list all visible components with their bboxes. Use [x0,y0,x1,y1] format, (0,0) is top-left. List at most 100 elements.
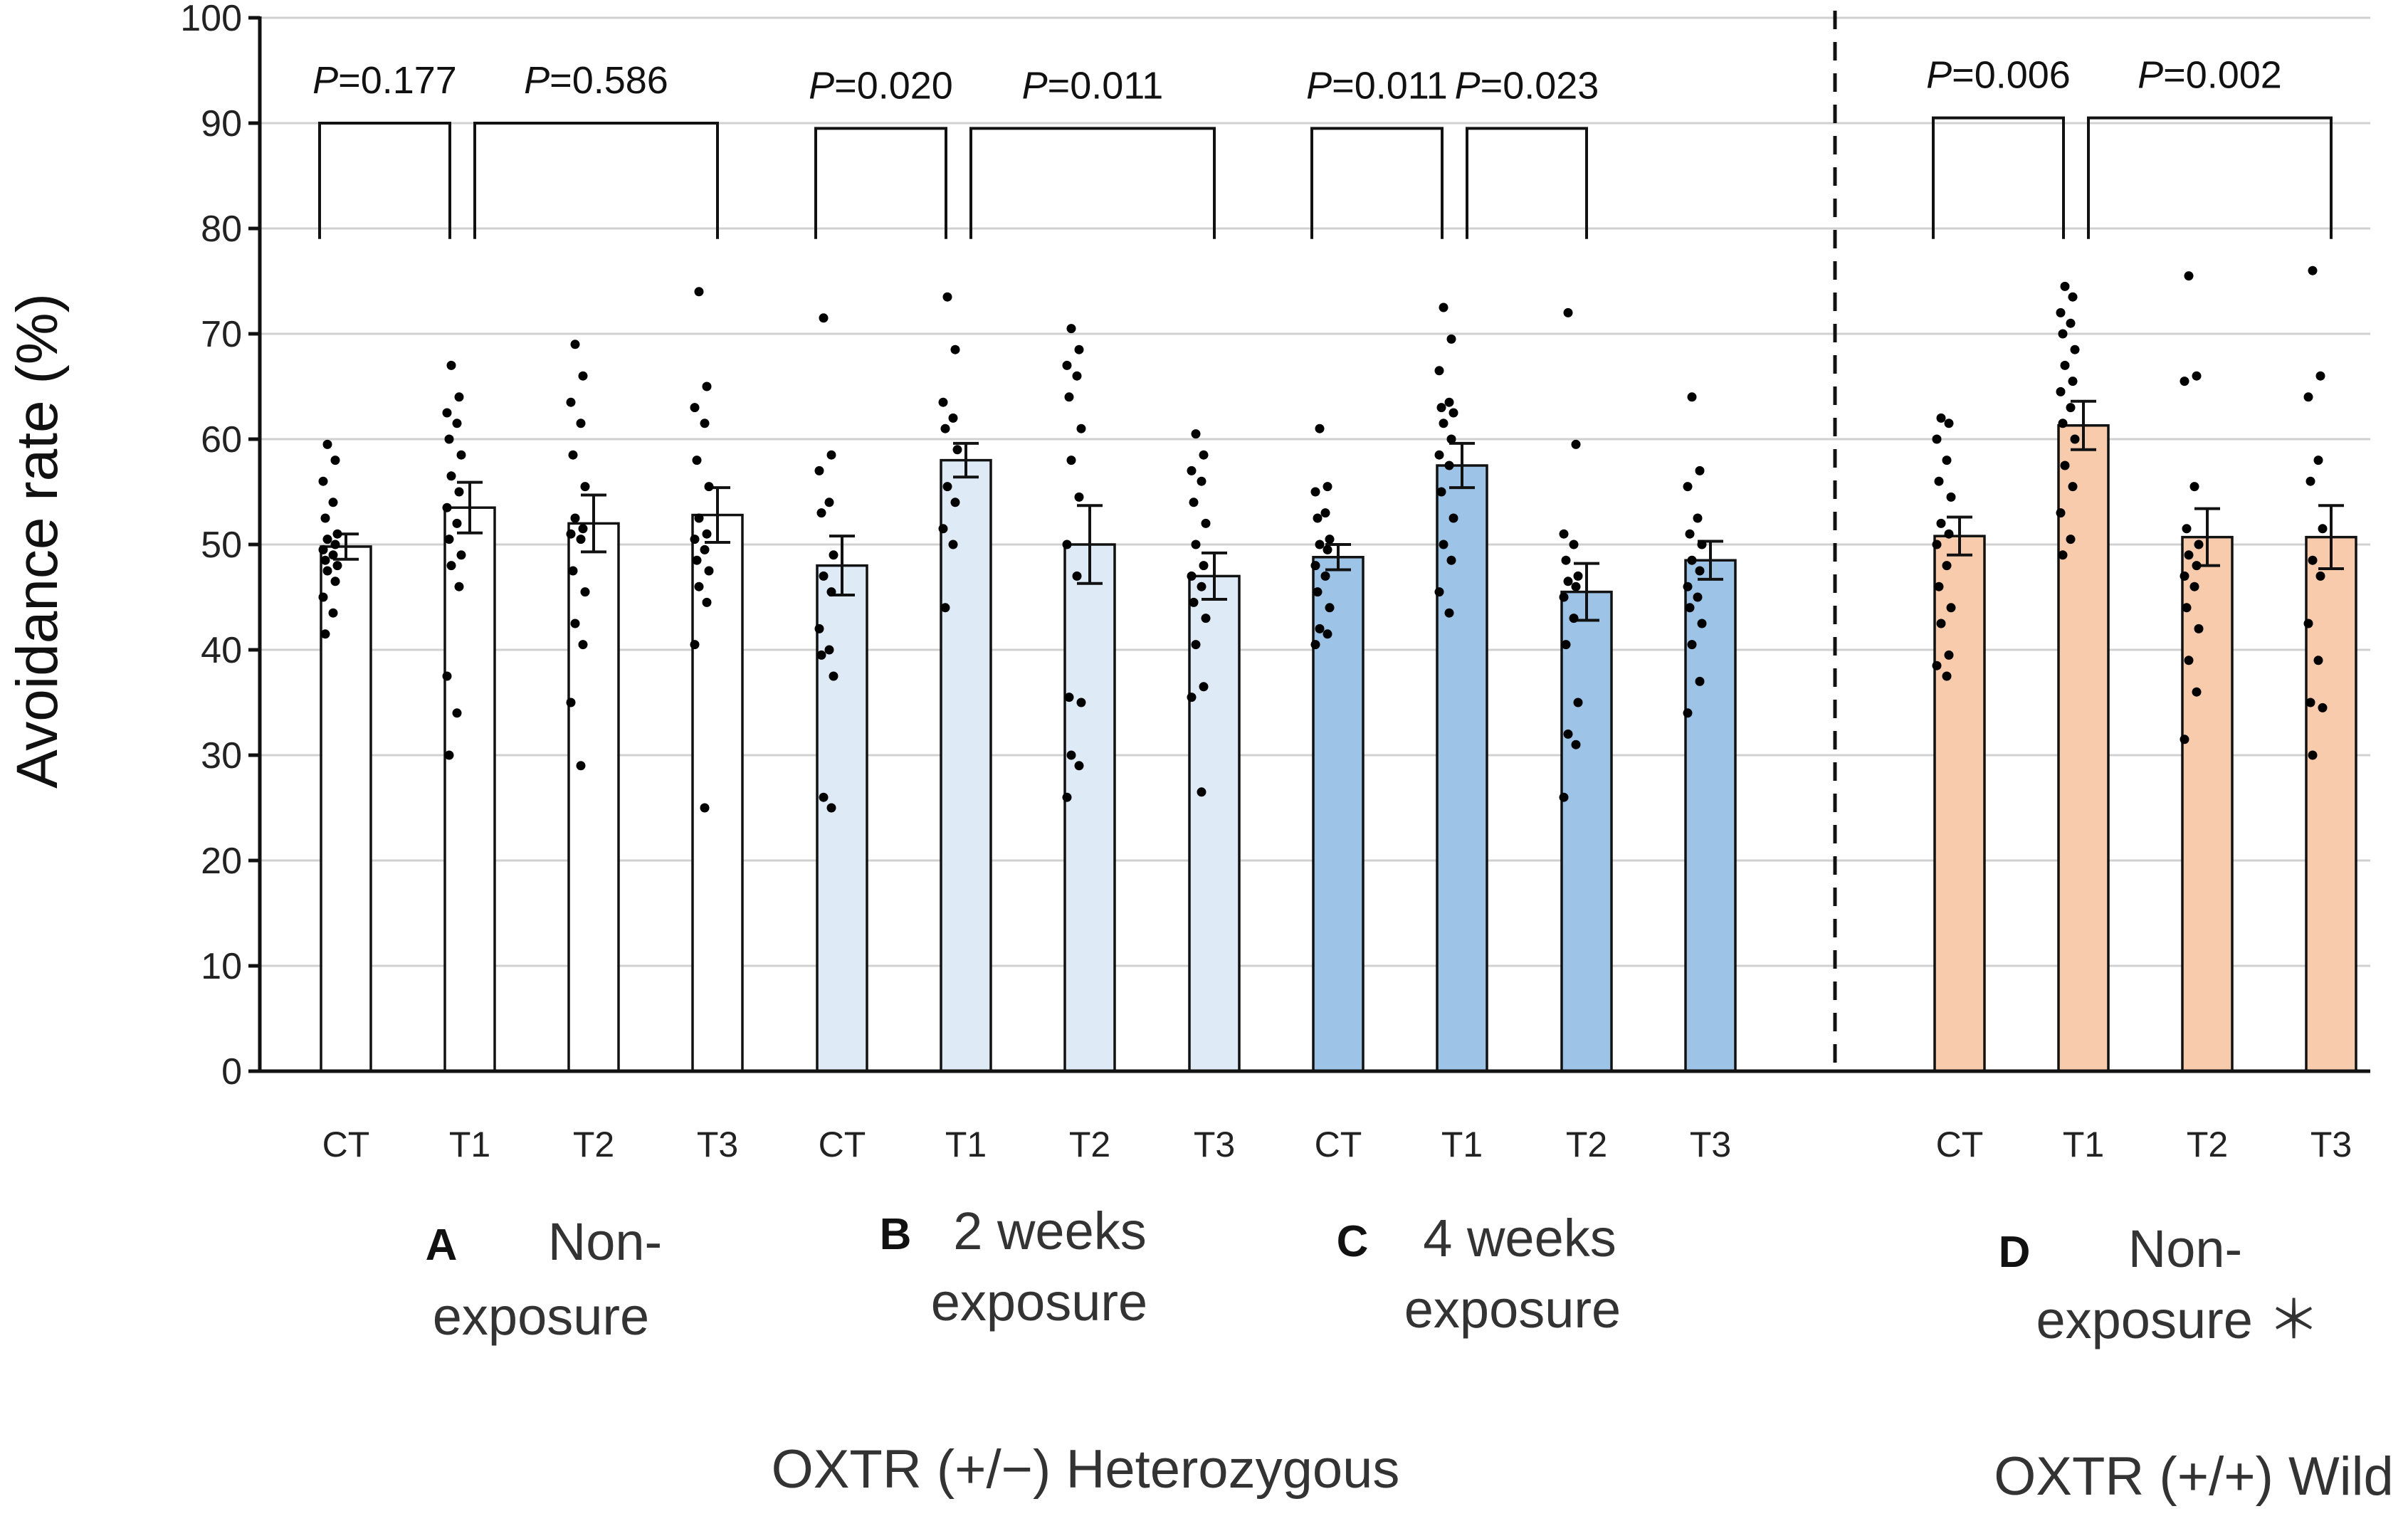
point-C-T2-2 [1559,529,1569,539]
point-D-T2-9 [2189,582,2199,591]
point-B-T2-11 [1076,698,1086,707]
point-D-T2-6 [2184,550,2194,560]
point-A-CT-3 [328,498,338,507]
x-label-D-T1: T1 [2063,1125,2104,1164]
point-B-T2-2 [1062,360,1072,370]
p-number: =0.020 [834,64,953,107]
point-A-T3-9 [700,544,710,554]
point-A-CT-8 [318,544,328,554]
point-A-T3-1 [702,382,712,391]
point-C-T3-9 [1693,592,1703,602]
point-A-CT-6 [322,535,332,544]
point-C-T2-4 [1561,555,1571,565]
group-letter-C: C [1337,1217,1369,1266]
point-B-T1-8 [938,524,948,534]
x-label-D-CT: CT [1936,1125,1984,1164]
bar-D-T2 [2181,535,2234,1073]
bar-B-T3 [1188,574,1241,1073]
point-B-T3-1 [1199,450,1209,460]
point-B-T3-0 [1191,429,1201,439]
point-C-CT-3 [1320,508,1330,518]
point-C-T2-11 [1573,698,1583,707]
point-A-T3-14 [690,640,700,650]
group-labels: A Non-exposure B 2 weeks exposure C 4 weeks exp… [426,1201,2320,1349]
point-B-T3-7 [1199,561,1209,571]
point-A-T3-5 [704,482,714,492]
point-B-T2-3 [1072,371,1082,381]
p-value-3: P=0.011 [1022,64,1164,107]
point-B-CT-13 [826,803,836,813]
point-B-T2-10 [1064,693,1074,703]
point-B-T2-6 [1066,456,1076,465]
bar-D-CT [1933,535,1986,1073]
y-tick-0: 0 [221,1051,242,1093]
bar-C-T3 [1684,559,1737,1073]
group-letter-B: B [880,1210,912,1259]
point-A-T3-13 [702,597,712,607]
group-line1-D: Non- [2128,1219,2242,1278]
point-A-CT-9 [328,550,338,560]
y-tick-50: 50 [201,525,242,566]
point-C-T1-0 [1439,302,1449,312]
bars [320,424,2357,1073]
point-C-T3-5 [1697,540,1707,549]
point-A-T2-2 [566,397,576,407]
point-B-T1-1 [950,344,960,354]
point-C-T3-8 [1683,582,1693,591]
point-B-T1-6 [942,482,952,492]
p-symbol: P [1022,64,1048,107]
point-D-T3-4 [2306,476,2315,486]
point-C-T3-7 [1695,566,1705,576]
point-B-T2-14 [1062,792,1072,802]
p-symbol: P [1306,64,1332,107]
error-bar-C-T2 [1574,562,1599,622]
bar-A-T2 [567,522,620,1073]
point-A-T1-16 [444,750,454,760]
point-A-CT-16 [320,629,330,639]
point-C-T3-14 [1683,708,1693,718]
point-C-T3-3 [1693,513,1703,523]
y-tick-30: 30 [201,735,242,777]
point-B-T3-11 [1201,614,1211,623]
point-B-CT-3 [824,498,834,507]
point-D-CT-13 [1944,650,1954,660]
point-D-T1-8 [2056,386,2066,396]
point-D-T2-13 [2192,687,2202,697]
point-A-T1-8 [442,502,452,512]
bar-B-CT [816,564,868,1073]
x-label-B-T3: T3 [1194,1125,1235,1164]
point-A-T3-8 [690,535,700,544]
point-D-CT-8 [1932,540,1942,549]
point-A-T2-5 [580,482,590,492]
group-line2-A: exposure [433,1287,649,1346]
point-D-T3-5 [2318,524,2328,534]
point-B-CT-9 [824,645,834,655]
point-C-T2-12 [1563,729,1573,739]
point-C-T2-9 [1569,614,1579,623]
bracket-1 [473,122,719,239]
bracket-2 [814,127,947,239]
point-C-T2-8 [1559,592,1569,602]
point-A-T1-5 [456,450,466,460]
point-B-CT-7 [826,587,836,597]
point-C-T3-1 [1695,465,1705,475]
error-bar-A-T2 [581,493,606,554]
point-A-T3-2 [690,403,700,413]
point-D-T1-4 [2058,329,2068,339]
bar-A-T3 [691,513,744,1073]
point-B-T3-12 [1191,640,1201,650]
point-A-T3-12 [694,582,704,591]
point-C-T3-12 [1687,640,1697,650]
group-line2-D: exposure ＊ [2036,1290,2320,1349]
bar-C-T2 [1560,590,1613,1073]
point-B-T1-0 [942,292,952,302]
point-D-T1-6 [2060,360,2070,370]
point-D-CT-3 [1942,456,1952,465]
point-A-T3-7 [702,529,712,539]
point-C-T1-1 [1446,334,1456,344]
point-B-CT-12 [819,792,829,802]
p-symbol: P [312,59,338,102]
p-value-5: P=0.023 [1455,64,1599,107]
point-D-T2-7 [2192,561,2202,571]
point-C-T1-12 [1439,540,1449,549]
